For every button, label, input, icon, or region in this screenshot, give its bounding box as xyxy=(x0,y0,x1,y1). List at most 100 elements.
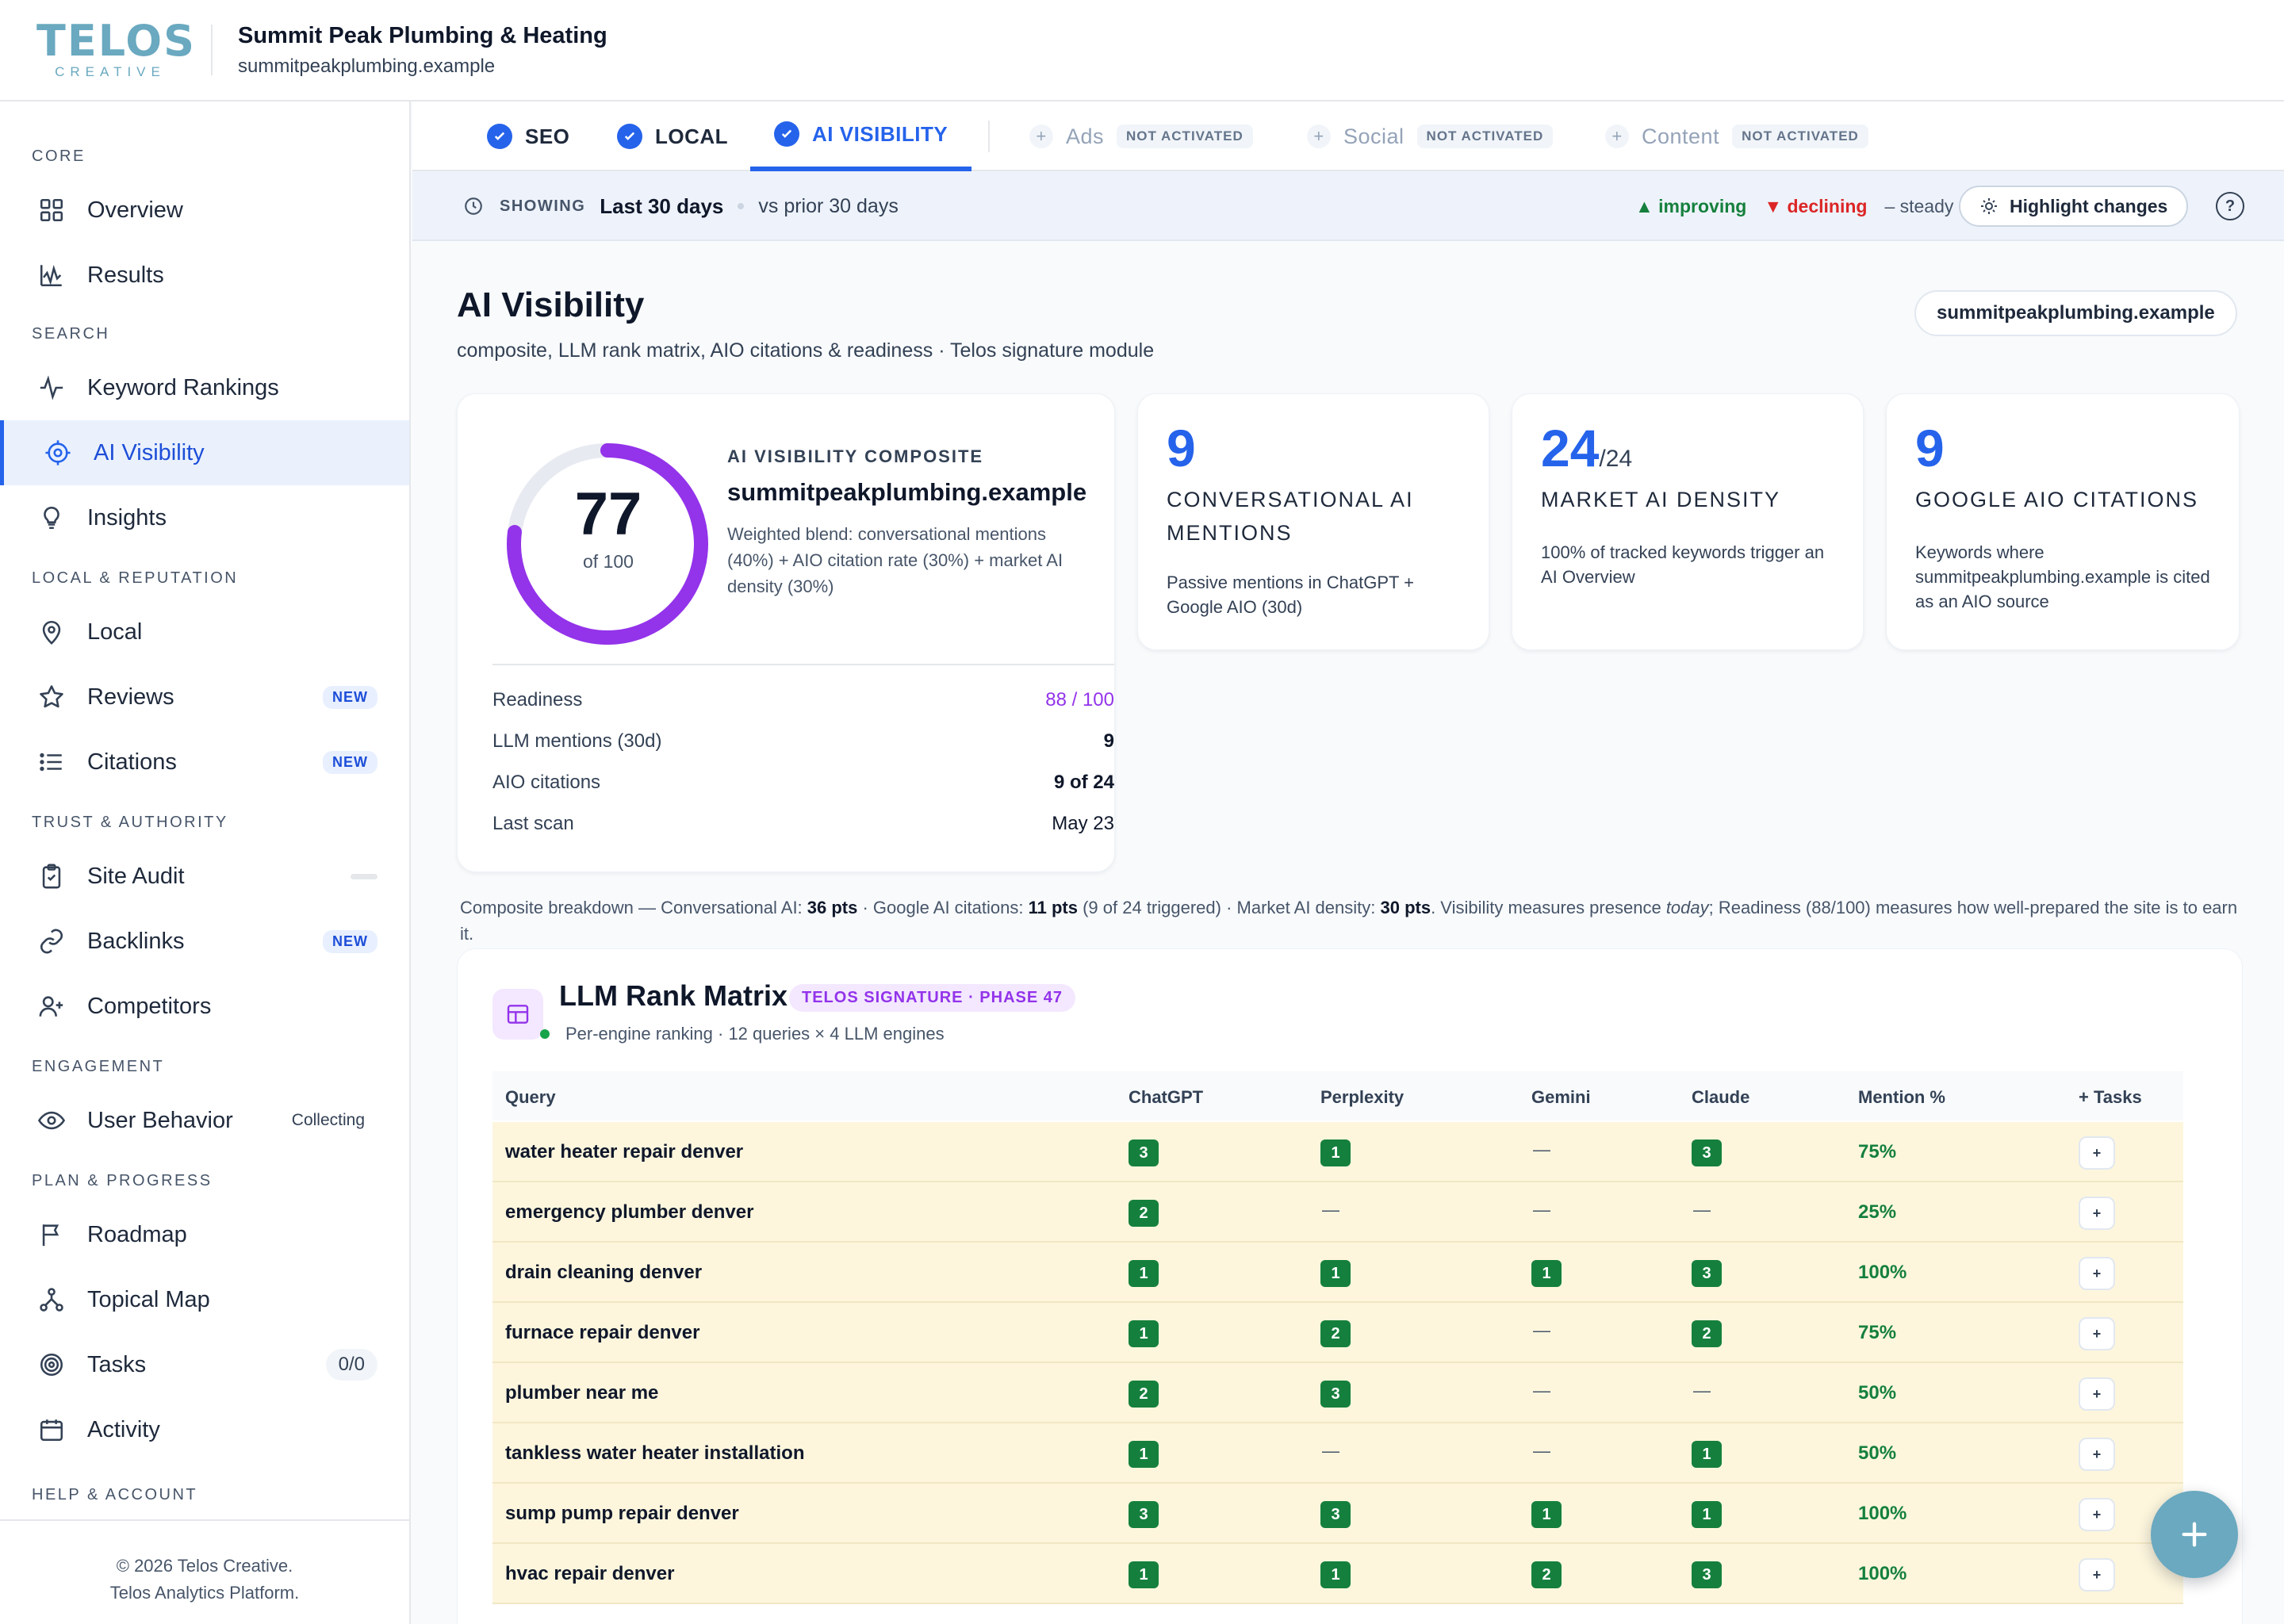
table-row[interactable]: tankless water heater installation 1 — — 1 50… xyxy=(492,1423,2183,1484)
tab-label: Social xyxy=(1343,124,1405,148)
sidebar-item-competitors[interactable]: Competitors xyxy=(0,974,409,1039)
tab-label: Content xyxy=(1642,124,1720,148)
not-activated-badge: NOT ACTIVATED xyxy=(1117,124,1253,148)
add-task-button[interactable]: + xyxy=(2079,1558,2115,1591)
tab-ai-visibility[interactable]: AI VISIBILITY xyxy=(750,102,972,171)
sidebar-item-overview[interactable]: Overview xyxy=(0,178,409,243)
sidebar-item-topical-map[interactable]: Topical Map xyxy=(0,1267,409,1332)
tab-social[interactable]: + Social NOT ACTIVATED xyxy=(1307,102,1554,171)
add-task-button[interactable]: + xyxy=(2079,1498,2115,1531)
sidebar-item-label: Overview xyxy=(87,197,183,223)
tab-ads[interactable]: + Ads NOT ACTIVATED xyxy=(1029,102,1253,171)
add-task-button[interactable]: + xyxy=(2079,1317,2115,1350)
query-text: furnace repair denver xyxy=(505,1322,700,1343)
sidebar-item-results[interactable]: Results xyxy=(0,243,409,308)
flag-icon xyxy=(35,1218,68,1251)
divider xyxy=(492,664,1114,665)
date-range: Last 30 days xyxy=(600,193,724,218)
tab-label: Ads xyxy=(1066,124,1105,148)
lightbulb-icon xyxy=(35,501,68,534)
column-header-tasks[interactable]: + Tasks xyxy=(2079,1087,2142,1107)
sidebar-item-site-audit[interactable]: Site Audit xyxy=(0,844,409,909)
sidebar-item-label: Site Audit xyxy=(87,863,185,889)
no-rank-cell: — xyxy=(1533,1381,1550,1400)
query-text: drain cleaning denver xyxy=(505,1262,703,1283)
sidebar-item-local[interactable]: Local xyxy=(0,599,409,665)
composite-breakdown-note: Composite breakdown — Conversational AI:… xyxy=(460,898,2238,944)
stat-label: GOOGLE AIO CITATIONS xyxy=(1915,488,2199,511)
bullseye-icon xyxy=(35,1348,68,1381)
sun-icon xyxy=(1979,197,1998,216)
stat-description: 100% of tracked keywords trigger an AI O… xyxy=(1541,542,1825,587)
help-icon[interactable]: ? xyxy=(2216,192,2244,220)
table-row[interactable]: hvac repair denver 1 1 2 3 100% + xyxy=(492,1544,2183,1604)
add-task-button[interactable]: + xyxy=(2079,1438,2115,1471)
module-tabs: SEO LOCAL AI VISIBILITY + Ads NOT ACTIVA… xyxy=(412,102,2284,171)
table-row[interactable]: drain cleaning denver 1 1 1 3 100% + xyxy=(492,1243,2183,1303)
highlight-changes-button[interactable]: Highlight changes xyxy=(1959,186,2189,227)
table-row[interactable]: sump pump repair denver 3 3 1 1 100% + xyxy=(492,1484,2183,1544)
sidebar-item-roadmap[interactable]: Roadmap xyxy=(0,1202,409,1267)
last-scan-row: Last scan May 23 xyxy=(492,813,1114,835)
last-scan-label: Last scan xyxy=(492,813,574,834)
sidebar-item-label: Local xyxy=(87,619,143,645)
tab-divider xyxy=(988,121,990,152)
header-divider xyxy=(211,25,213,75)
legend-steady: – steady xyxy=(1884,195,1954,216)
tab-label: LOCAL xyxy=(655,124,729,148)
rank-badge: 1 xyxy=(1129,1320,1159,1347)
page-subtitle: composite, LLM rank matrix, AIO citation… xyxy=(457,339,1155,362)
table-row[interactable]: emergency plumber denver 2 — — — 25% + xyxy=(492,1182,2183,1243)
column-header-perplexity[interactable]: Perplexity xyxy=(1320,1087,1405,1107)
table-row[interactable]: plumber near me 2 3 — — 50% + xyxy=(492,1363,2183,1423)
sidebar-item-citations[interactable]: Citations NEW xyxy=(0,730,409,795)
add-task-button[interactable]: + xyxy=(2079,1197,2115,1230)
query-text: water heater repair denver xyxy=(505,1141,744,1162)
sidebar-item-tasks[interactable]: Tasks 0/0 xyxy=(0,1332,409,1397)
column-header-query[interactable]: Query xyxy=(505,1087,556,1107)
clock-icon xyxy=(463,196,484,216)
sidebar-item-keyword-rankings[interactable]: Keyword Rankings xyxy=(0,355,409,420)
column-header-chatgpt[interactable]: ChatGPT xyxy=(1129,1087,1204,1107)
add-task-button[interactable]: + xyxy=(2079,1257,2115,1290)
not-activated-badge: NOT ACTIVATED xyxy=(1732,124,1868,148)
column-header-mention-pct[interactable]: Mention % xyxy=(1858,1087,1945,1107)
column-header-claude[interactable]: Claude xyxy=(1692,1087,1750,1107)
domain-selector[interactable]: summitpeakplumbing.example xyxy=(1914,290,2237,336)
add-task-button[interactable]: + xyxy=(2079,1136,2115,1170)
page-title: AI Visibility xyxy=(457,285,645,324)
sidebar-item-insights[interactable]: Insights xyxy=(0,485,409,550)
rank-badge: 1 xyxy=(1531,1260,1562,1287)
no-rank-cell: — xyxy=(1322,1441,1339,1461)
org-info: Summit Peak Plumbing & Heating summitpea… xyxy=(238,23,607,78)
sidebar-section-search: SEARCH xyxy=(32,325,110,343)
check-circle-icon xyxy=(774,121,799,147)
legend-declining: ▼ declining xyxy=(1764,195,1868,216)
pulse-chart-icon xyxy=(35,259,68,292)
telos-logo[interactable]: TELOS CREATIVE xyxy=(36,20,194,80)
add-fab-button[interactable] xyxy=(2151,1491,2238,1578)
no-rank-cell: — xyxy=(1533,1320,1550,1340)
sidebar-item-reviews[interactable]: Reviews NEW xyxy=(0,665,409,730)
last-scan-value: May 23 xyxy=(1052,813,1114,834)
sidebar-item-backlinks[interactable]: Backlinks NEW xyxy=(0,909,409,974)
query-text: hvac repair denver xyxy=(505,1563,675,1584)
tab-seo[interactable]: SEO xyxy=(487,102,569,171)
tab-local[interactable]: LOCAL xyxy=(617,102,728,171)
sidebar-item-ai-visibility[interactable]: AI Visibility xyxy=(0,420,409,485)
composite-card: 77 of 100 AI VISIBILITY COMPOSITE summit… xyxy=(457,393,1115,872)
plus-icon: + xyxy=(1605,124,1629,148)
mention-percent: 50% xyxy=(1858,1442,1897,1464)
table-row[interactable]: furnace repair denver 1 2 — 2 75% + xyxy=(492,1303,2183,1363)
sidebar-item-label: Roadmap xyxy=(87,1221,187,1247)
compare-range: vs prior 30 days xyxy=(758,194,899,217)
date-range-selector[interactable]: SHOWING Last 30 days vs prior 30 days xyxy=(463,171,899,241)
add-task-button[interactable]: + xyxy=(2079,1377,2115,1411)
column-header-gemini[interactable]: Gemini xyxy=(1531,1087,1591,1107)
target-icon xyxy=(41,436,75,469)
sidebar-item-activity[interactable]: Activity xyxy=(0,1397,409,1462)
tab-content[interactable]: + Content NOT ACTIVATED xyxy=(1605,102,1868,171)
sidebar-item-user-behavior[interactable]: User Behavior Collecting xyxy=(0,1088,409,1153)
org-name: Summit Peak Plumbing & Heating xyxy=(238,22,607,48)
table-row[interactable]: water heater repair denver 3 1 — 3 75% + xyxy=(492,1122,2183,1182)
